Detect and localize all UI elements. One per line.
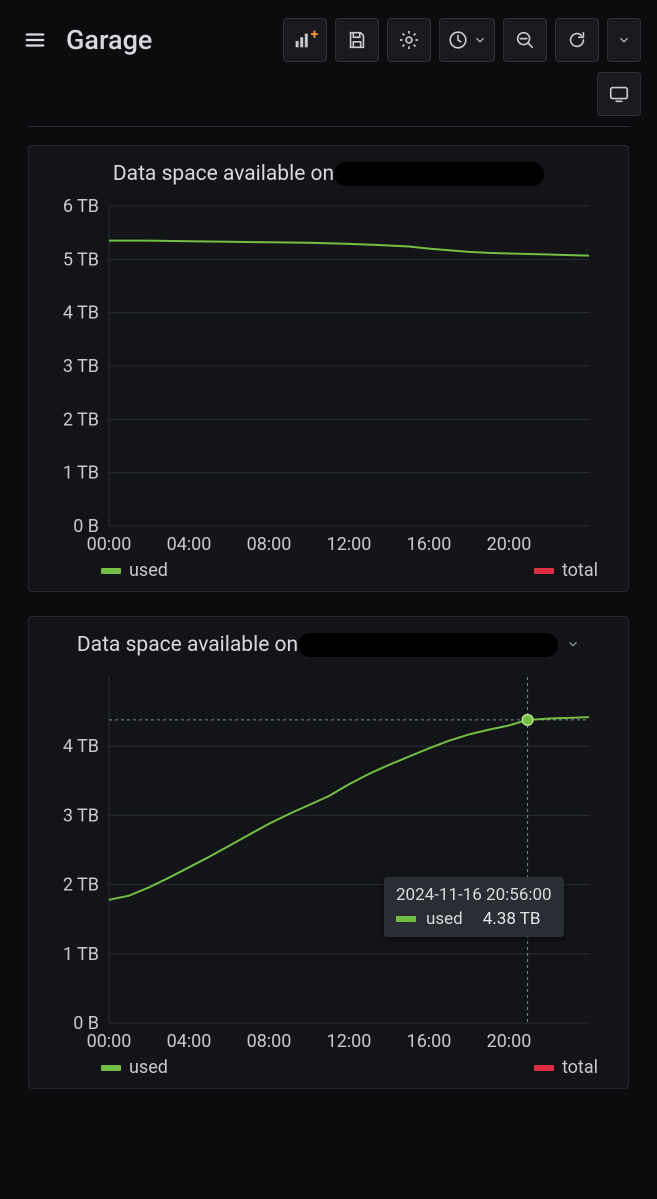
panel-title-text: Data space available on xyxy=(77,633,298,657)
legend-swatch xyxy=(101,568,121,574)
tooltip-row: used 4.38 TB xyxy=(396,909,552,929)
plus-icon: + xyxy=(311,27,319,43)
clock-icon xyxy=(447,29,469,51)
tooltip-label: used xyxy=(426,909,463,929)
legend-swatch xyxy=(534,568,554,574)
chart-panel[interactable]: Data space available on0 B1 TB2 TB3 TB4 … xyxy=(28,616,629,1089)
legend-item-total[interactable]: total xyxy=(534,1057,598,1078)
legend-label: total xyxy=(562,560,598,581)
svg-text:1 TB: 1 TB xyxy=(63,944,99,965)
legend-swatch xyxy=(101,1065,121,1071)
svg-text:08:00: 08:00 xyxy=(247,534,292,555)
save-icon xyxy=(346,29,368,51)
zoom-out-button[interactable] xyxy=(503,18,547,62)
add-panel-button[interactable]: + xyxy=(283,18,327,62)
legend-label: used xyxy=(129,1057,168,1078)
panels-container: Data space available on 0 B1 TB2 TB3 TB4… xyxy=(0,145,657,1089)
svg-text:20:00: 20:00 xyxy=(487,1031,532,1052)
panel-title-text: Data space available on xyxy=(113,162,334,186)
redacted-text xyxy=(334,162,544,186)
svg-text:00:00: 00:00 xyxy=(87,534,132,555)
zoom-out-icon xyxy=(514,29,536,51)
svg-text:20:00: 20:00 xyxy=(487,534,532,555)
svg-text:4 TB: 4 TB xyxy=(63,303,99,324)
divider xyxy=(28,126,629,127)
chart-area[interactable]: 0 B1 TB2 TB3 TB4 TB00:0004:0008:0012:001… xyxy=(39,667,618,1053)
refresh-icon xyxy=(566,29,588,51)
chart-legend: used total xyxy=(39,1053,618,1078)
legend-item-total[interactable]: total xyxy=(534,560,598,581)
panel-title: Data space available on xyxy=(39,162,618,186)
legend-item-used[interactable]: used xyxy=(101,560,168,581)
svg-text:04:00: 04:00 xyxy=(167,1031,212,1052)
svg-text:16:00: 16:00 xyxy=(407,534,452,555)
chevron-down-icon xyxy=(473,33,487,47)
svg-text:3 TB: 3 TB xyxy=(63,356,99,377)
hamburger-icon xyxy=(24,29,46,51)
tooltip-value: 4.38 TB xyxy=(483,909,541,929)
chart-area[interactable]: 0 B1 TB2 TB3 TB4 TB5 TB6 TB00:0004:0008:… xyxy=(39,196,618,556)
svg-text:2 TB: 2 TB xyxy=(63,409,99,430)
legend-label: total xyxy=(562,1057,598,1078)
refresh-dropdown-button[interactable] xyxy=(607,18,641,62)
tooltip-timestamp: 2024-11-16 20:56:00 xyxy=(396,885,552,905)
svg-text:4 TB: 4 TB xyxy=(63,736,99,757)
panel-title: Data space available on xyxy=(39,633,618,657)
legend-swatch xyxy=(534,1065,554,1071)
chart-legend: used total xyxy=(39,556,618,581)
settings-button[interactable] xyxy=(387,18,431,62)
toolbar: + xyxy=(283,18,641,62)
svg-text:12:00: 12:00 xyxy=(327,1031,372,1052)
svg-text:04:00: 04:00 xyxy=(167,534,212,555)
svg-text:2 TB: 2 TB xyxy=(63,875,99,896)
time-range-button[interactable] xyxy=(439,18,495,62)
svg-text:00:00: 00:00 xyxy=(87,1031,132,1052)
hamburger-menu-button[interactable] xyxy=(18,18,52,62)
chart-tooltip: 2024-11-16 20:56:00 used 4.38 TB xyxy=(384,877,564,937)
refresh-button[interactable] xyxy=(555,18,599,62)
panel-menu-chevron-icon[interactable] xyxy=(566,633,580,657)
svg-text:3 TB: 3 TB xyxy=(63,805,99,826)
save-button[interactable] xyxy=(335,18,379,62)
legend-label: used xyxy=(129,560,168,581)
chart-panel[interactable]: Data space available on 0 B1 TB2 TB3 TB4… xyxy=(28,145,629,592)
chevron-down-icon xyxy=(617,33,631,47)
tv-mode-button[interactable] xyxy=(597,72,641,116)
gear-icon xyxy=(398,29,420,51)
svg-text:5 TB: 5 TB xyxy=(63,249,99,270)
svg-text:08:00: 08:00 xyxy=(247,1031,292,1052)
tooltip-swatch xyxy=(396,916,416,922)
svg-text:6 TB: 6 TB xyxy=(63,196,99,217)
redacted-text xyxy=(298,633,558,657)
top-bar: Garage + xyxy=(0,0,657,72)
dashboard-title: Garage xyxy=(66,24,152,56)
svg-text:1 TB: 1 TB xyxy=(63,463,99,484)
second-toolbar xyxy=(0,72,657,126)
legend-item-used[interactable]: used xyxy=(101,1057,168,1078)
svg-text:12:00: 12:00 xyxy=(327,534,372,555)
monitor-icon xyxy=(608,83,630,105)
svg-text:16:00: 16:00 xyxy=(407,1031,452,1052)
